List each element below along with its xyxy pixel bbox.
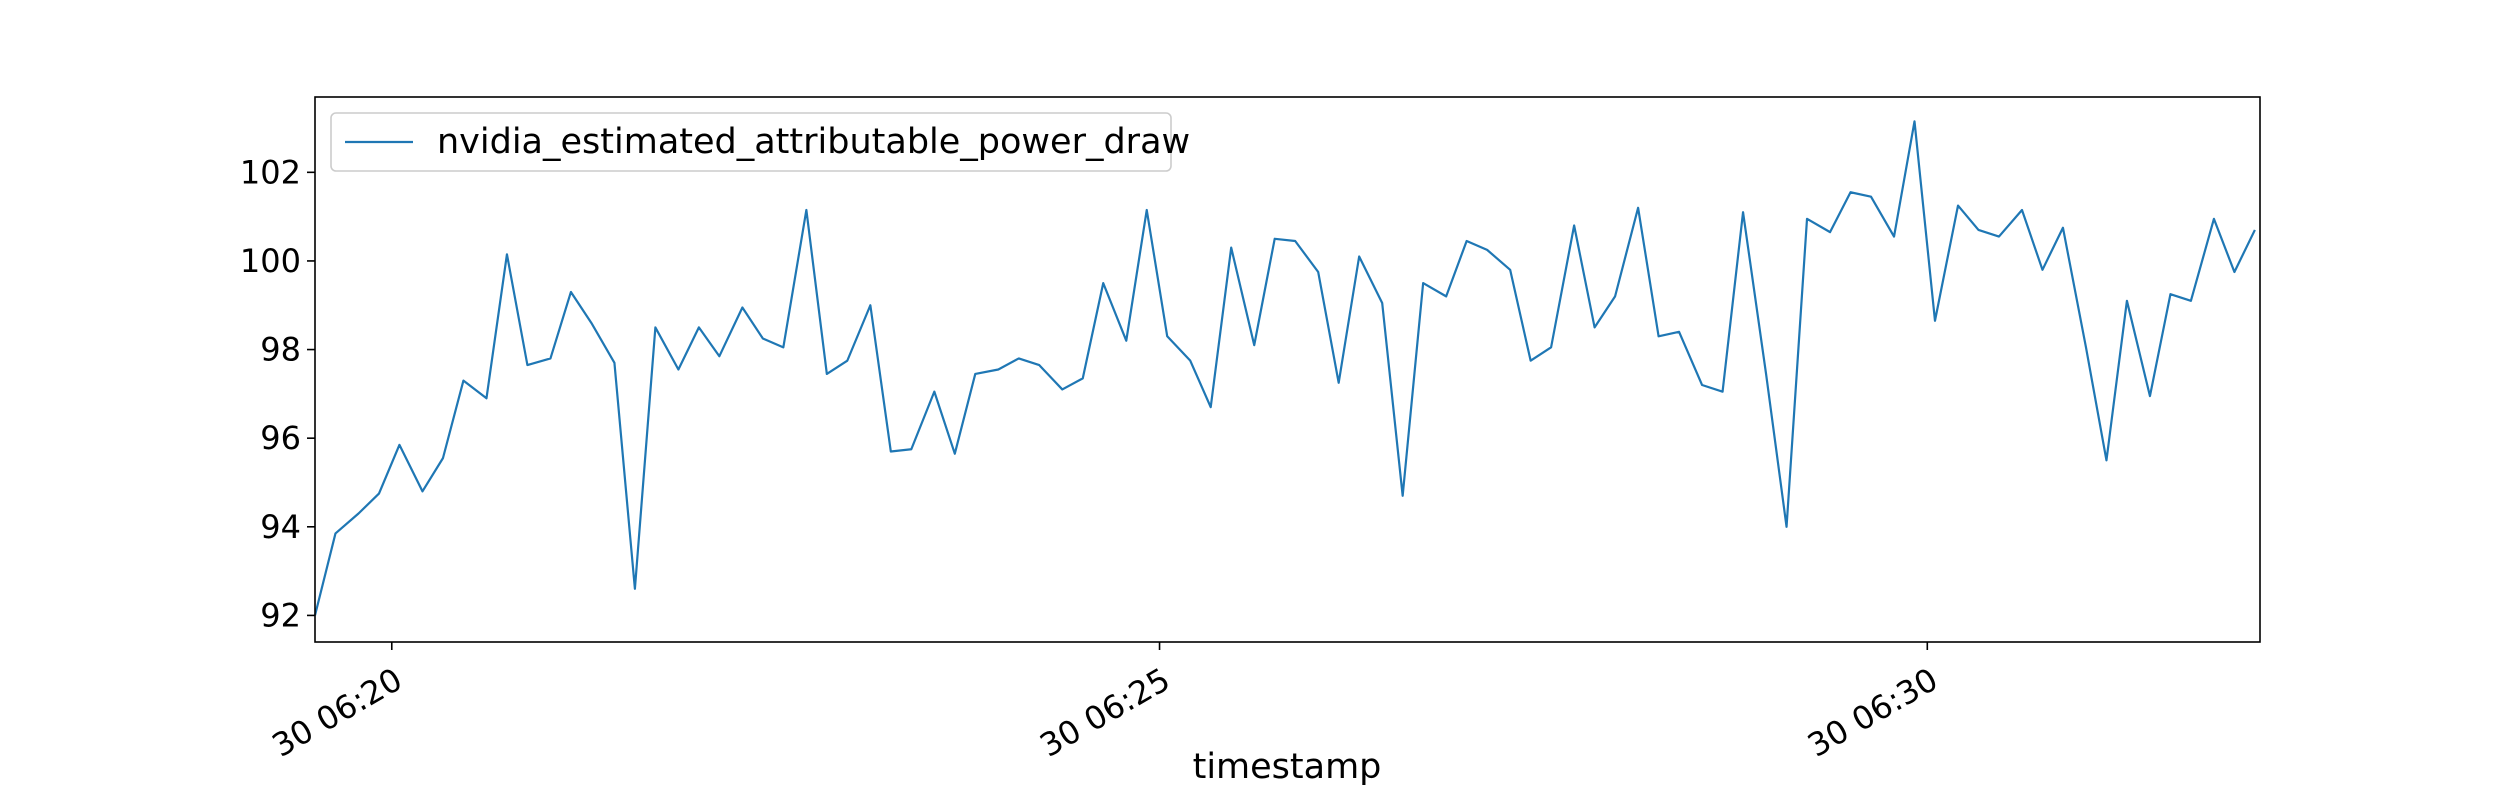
series-line-nvidia-estimated-attributable-power-draw xyxy=(313,120,2256,616)
legend-label: nvidia_estimated_attributable_power_draw xyxy=(437,122,1190,162)
x-axis-label: timestamp xyxy=(1193,747,1382,787)
y-tick-label: 98 xyxy=(260,331,301,369)
legend: nvidia_estimated_attributable_power_draw xyxy=(330,112,1190,172)
x-tick-label: 30 06:20 xyxy=(266,660,409,764)
plot-background xyxy=(315,97,2260,642)
y-axis: 92 94 96 98 100 102 xyxy=(240,153,315,634)
plot-frame xyxy=(314,96,2261,643)
x-tick-label: 30 06:25 xyxy=(1033,660,1176,764)
y-tick-label: 102 xyxy=(240,153,301,191)
y-tick-label: 92 xyxy=(260,596,301,634)
y-tick-label: 96 xyxy=(260,419,301,457)
y-tick-label: 100 xyxy=(240,242,301,280)
legend-box xyxy=(330,112,1172,172)
x-axis: 30 06:20 30 06:25 30 06:30 xyxy=(266,642,1944,765)
y-tick-label: 94 xyxy=(260,508,301,546)
x-tick-label: 30 06:30 xyxy=(1801,660,1944,764)
